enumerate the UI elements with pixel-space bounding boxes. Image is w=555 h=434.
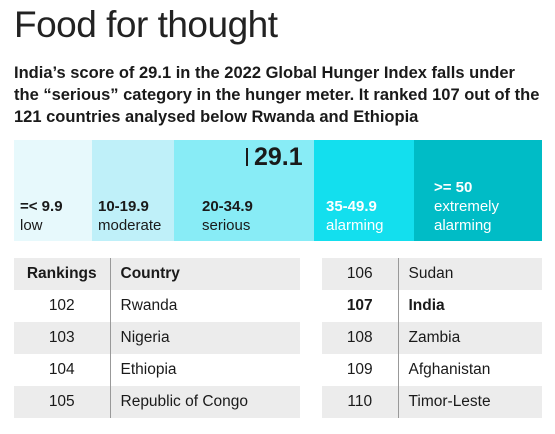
rank-cell: 105 xyxy=(14,386,111,418)
rank-cell: 106 xyxy=(322,258,399,290)
table-row: 105 Republic of Congo xyxy=(14,386,300,418)
country-cell: Nigeria xyxy=(120,329,170,346)
table-row: 103 Nigeria xyxy=(14,322,300,354)
rank-cell: 108 xyxy=(322,322,399,354)
meter-segment-serious: 20-34.9 serious xyxy=(174,140,314,241)
chart-subtitle: India’s score of 29.1 in the 2022 Global… xyxy=(14,64,540,126)
meter-segment-label: >= 50 extremely alarming xyxy=(434,178,524,235)
rankings-table-left: Rankings Country 102 Rwanda 103 Nigeria … xyxy=(14,258,300,418)
rank-cell: 103 xyxy=(14,322,111,354)
meter-segment-name: alarming xyxy=(326,217,384,234)
meter-segment-range: 20-34.9 xyxy=(202,198,253,215)
country-cell: Sudan xyxy=(408,265,454,282)
meter-segment-name: moderate xyxy=(98,217,162,234)
table-row-highlighted: 107 India xyxy=(322,290,542,322)
meter-segment-name: extremely alarming xyxy=(434,198,500,234)
meter-segment-range: 35-49.9 xyxy=(326,198,377,215)
header-country: Country xyxy=(120,265,180,282)
country-cell: Timor-Leste xyxy=(408,393,491,410)
table-row: 108 Zambia xyxy=(322,322,542,354)
hunger-meter: =< 9.9 low 10-19.9 moderate 20-34.9 seri… xyxy=(14,140,542,241)
meter-segment-range: >= 50 xyxy=(434,179,473,196)
country-cell: Republic of Congo xyxy=(120,393,249,410)
table-header-row: Rankings Country xyxy=(14,258,300,290)
table-row: 104 Ethiopia xyxy=(14,354,300,386)
country-cell: Ethiopia xyxy=(120,361,177,378)
meter-segment-moderate: 10-19.9 moderate xyxy=(92,140,174,241)
rank-cell: 102 xyxy=(14,290,111,322)
meter-segment-label: 10-19.9 moderate xyxy=(98,197,161,235)
rankings-table-right: 106 Sudan 107 India 108 Zambia 109 Afgha… xyxy=(322,258,542,418)
country-cell: Rwanda xyxy=(120,297,178,314)
meter-segment-name: low xyxy=(20,217,43,234)
chart-title: Food for thought xyxy=(14,4,278,45)
meter-marker-value: 29.1 xyxy=(254,143,303,171)
rank-cell: 110 xyxy=(322,386,399,418)
table-row: 109 Afghanistan xyxy=(322,354,542,386)
country-cell: India xyxy=(408,297,445,314)
meter-marker-line xyxy=(246,148,248,166)
table-row: 102 Rwanda xyxy=(14,290,300,322)
rank-cell: 107 xyxy=(322,290,399,322)
meter-segment-range: =< 9.9 xyxy=(20,198,63,215)
rank-cell: 109 xyxy=(322,354,399,386)
country-cell: Afghanistan xyxy=(408,361,491,378)
header-rankings: Rankings xyxy=(14,258,111,290)
meter-segment-label: =< 9.9 low xyxy=(20,197,63,235)
rank-cell: 104 xyxy=(14,354,111,386)
meter-segment-name: serious xyxy=(202,217,251,234)
meter-segment-label: 35-49.9 alarming xyxy=(326,197,384,235)
meter-segment-range: 10-19.9 xyxy=(98,198,149,215)
country-cell: Zambia xyxy=(408,329,461,346)
meter-segment-label: 20-34.9 serious xyxy=(202,197,253,235)
meter-segment-low: =< 9.9 low xyxy=(14,140,92,241)
table-row: 110 Timor-Leste xyxy=(322,386,542,418)
meter-segment-extremely-alarming: >= 50 extremely alarming xyxy=(414,140,542,241)
meter-segment-alarming: 35-49.9 alarming xyxy=(314,140,414,241)
table-row: 106 Sudan xyxy=(322,258,542,290)
